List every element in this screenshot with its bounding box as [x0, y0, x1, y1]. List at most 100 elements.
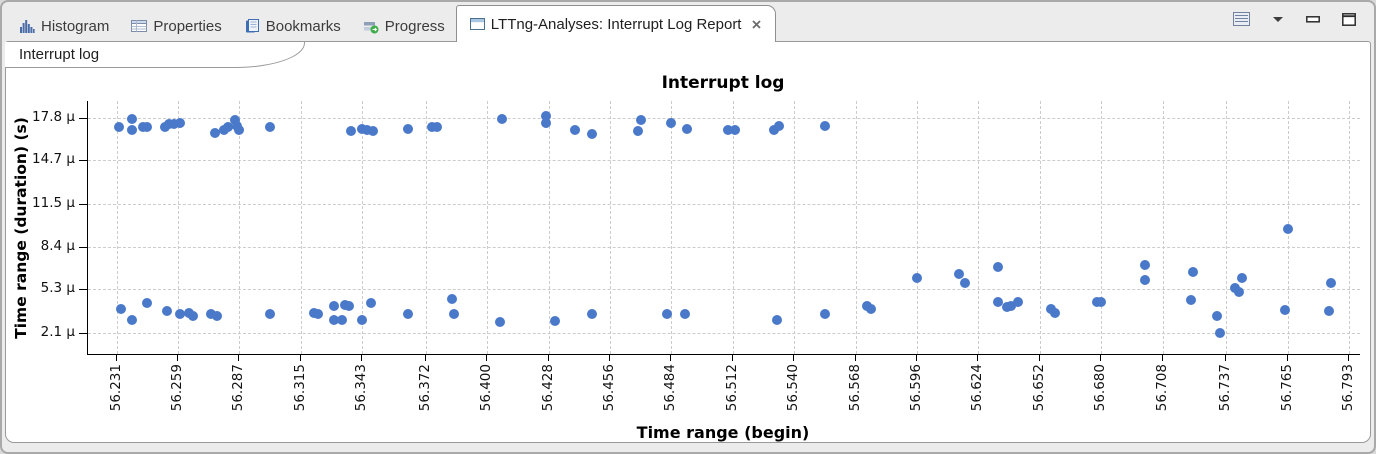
close-icon[interactable] — [751, 19, 762, 30]
x-tick-mark — [977, 354, 979, 361]
x-tick-mark — [1038, 354, 1040, 361]
scatter-point — [210, 127, 221, 138]
scatter-point — [229, 115, 240, 126]
y-tick-mark — [79, 160, 87, 162]
gridline-x — [1349, 101, 1351, 354]
maximize-icon[interactable] — [1342, 12, 1356, 26]
scatter-point — [1234, 287, 1245, 298]
scatter-point — [679, 309, 690, 320]
scatter-point — [265, 122, 276, 133]
scatter-point — [175, 309, 186, 320]
scatter-point — [161, 306, 172, 317]
scatter-point — [773, 120, 784, 131]
scatter-point — [911, 273, 922, 284]
scatter-point — [666, 118, 677, 128]
x-tick-label: 56.737 — [1217, 364, 1234, 412]
gridline-y — [88, 160, 1360, 162]
x-tick-label: 56.372 — [416, 364, 433, 412]
y-tick-mark — [79, 333, 87, 335]
x-tick-mark — [915, 354, 917, 361]
scatter-point — [587, 129, 598, 139]
tab-progress[interactable]: Progress — [352, 10, 456, 42]
tab-lttng-analyses-report[interactable]: LTTng-Analyses: Interrupt Log Report — [455, 5, 777, 42]
gridline-x — [916, 101, 918, 354]
scatter-point — [953, 269, 964, 280]
scatter-point — [497, 113, 508, 124]
x-tick-mark — [238, 354, 240, 361]
scatter-point — [205, 309, 216, 320]
scatter-point — [569, 124, 580, 135]
scatter-point — [1140, 274, 1151, 285]
tab-bookmarks[interactable]: Bookmarks — [233, 10, 352, 42]
gridline-y — [88, 204, 1360, 206]
x-tick-label: 56.624 — [969, 364, 986, 412]
scatter-point — [1214, 328, 1225, 339]
subtab-interrupt-log[interactable]: Interrupt log — [5, 42, 305, 68]
scatter-point — [1282, 223, 1293, 234]
progress-icon — [363, 19, 379, 34]
scatter-point — [1050, 307, 1061, 318]
gridline-x — [548, 101, 550, 354]
scatter-point — [346, 126, 357, 137]
histogram-icon — [19, 19, 35, 33]
x-tick-label: 56.231 — [107, 364, 124, 412]
scatter-point — [431, 122, 442, 133]
gridline-x — [1101, 101, 1103, 354]
x-tick-mark — [176, 354, 178, 361]
scatter-point — [1212, 310, 1223, 321]
window-icon — [469, 18, 485, 30]
scatter-point — [449, 309, 460, 320]
scatter-point — [328, 314, 339, 325]
scatter-point — [1236, 273, 1247, 284]
x-tick-label: 56.680 — [1092, 364, 1109, 412]
x-tick-mark — [854, 354, 856, 361]
tab-label: Bookmarks — [265, 17, 341, 35]
scatter-point — [1006, 300, 1017, 311]
x-axis-title: Time range (begin) — [636, 423, 810, 442]
scatter-point — [126, 314, 137, 325]
bookmarks-icon — [244, 18, 260, 34]
gridline-x — [1226, 101, 1228, 354]
scatter-point — [681, 123, 692, 134]
gridline-x — [978, 101, 980, 354]
scatter-point — [1186, 295, 1197, 306]
x-tick-label: 56.596 — [907, 364, 924, 412]
gridline-x — [671, 101, 673, 354]
scatter-point — [1188, 266, 1199, 277]
scatter-point — [819, 309, 830, 320]
scatter-point — [633, 126, 644, 137]
gridline-x — [239, 101, 241, 354]
gridline-y — [88, 246, 1360, 248]
gridline-x — [487, 101, 489, 354]
x-tick-mark — [1348, 354, 1350, 361]
y-tick-label: 11.5 µ — [32, 195, 75, 212]
scatter-point — [115, 303, 126, 314]
scatter-point — [550, 316, 561, 326]
view-menu-arrow-icon[interactable] — [1272, 16, 1284, 23]
scatter-point — [265, 309, 276, 320]
x-tick-label: 56.793 — [1340, 364, 1357, 412]
scatter-point — [126, 124, 137, 135]
tab-properties[interactable]: Properties — [120, 10, 232, 42]
scatter-point — [729, 124, 740, 135]
scatter-point — [1280, 305, 1291, 315]
tab-histogram[interactable]: Histogram — [8, 10, 120, 42]
view-list-icon[interactable] — [1233, 12, 1250, 26]
gridline-x — [609, 101, 611, 354]
x-tick-mark — [115, 354, 117, 361]
scatter-point — [1096, 296, 1107, 307]
scatter-point — [368, 126, 379, 137]
gridline-x — [362, 101, 364, 354]
scatter-point — [1326, 277, 1337, 288]
x-tick-label: 56.315 — [291, 364, 308, 412]
x-tick-label: 56.400 — [478, 364, 495, 412]
x-tick-mark — [608, 354, 610, 361]
scatter-point — [993, 296, 1004, 307]
scatter-point — [1324, 306, 1335, 317]
x-tick-label: 56.540 — [785, 364, 802, 412]
scatter-point — [357, 314, 368, 325]
minimize-icon[interactable] — [1306, 15, 1320, 23]
scatter-point — [328, 300, 339, 311]
tab-label: Progress — [384, 17, 445, 35]
